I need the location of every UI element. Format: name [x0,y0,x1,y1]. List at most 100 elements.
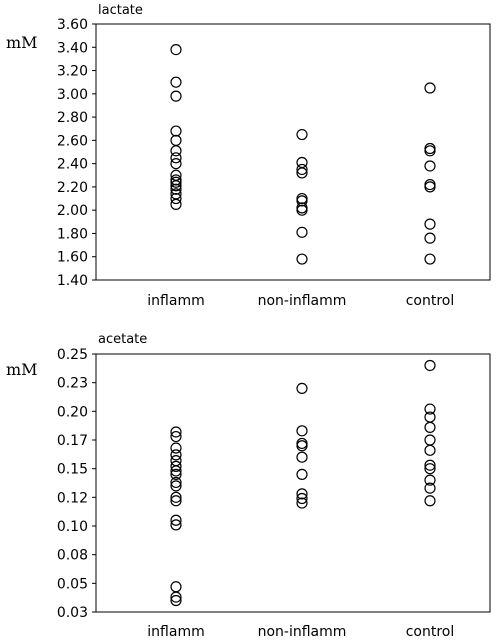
data-point [170,158,182,170]
data-point [170,519,182,531]
y-tick-label: 0.03 [57,605,88,621]
x-tick-labels: inflamm non-inflamm control [147,624,454,640]
data-point [170,43,182,56]
data-point [170,442,182,454]
y-tick-label: 3.40 [57,40,88,56]
x-tick-label: control [406,293,455,309]
y-axis-unit: mM [6,360,38,379]
y-tick-label: 2.60 [57,133,88,149]
y-tick-label: 2.00 [57,203,88,219]
panel-title: acetate [98,332,147,347]
data-point [424,253,436,265]
data-points [170,359,436,607]
data-point [424,482,436,494]
y-tick-label: 3.00 [57,87,88,103]
data-point [170,152,182,164]
data-point [170,460,182,472]
data-point [424,181,436,193]
plot-frame [95,353,491,613]
data-point [296,226,308,238]
y-axis-unit: mM [6,33,38,52]
data-point [170,591,182,603]
data-point [170,465,182,477]
data-point [424,82,436,94]
y-tick-label: 2.20 [57,180,88,196]
y-tick-label: 1.80 [57,226,88,242]
data-point [424,421,436,433]
data-point [170,134,182,146]
y-tick-label: 0.23 [57,376,88,392]
data-point [296,382,308,394]
y-tick-label: 0.05 [57,576,88,592]
plot-frame [95,23,491,281]
data-points [170,43,436,265]
data-point [170,468,182,480]
data-point [170,198,182,210]
lactate-panel: lactate mM 1.40 1.60 1.80 2.00 2.20 2.40 2.60 2… [6,3,491,309]
data-point [170,476,182,489]
data-point [170,594,182,607]
data-point [170,581,182,593]
data-point [296,204,308,216]
data-point [296,468,308,480]
data-point [424,403,436,415]
data-point [424,160,436,172]
data-point [170,176,182,188]
data-point [296,437,308,450]
data-point [424,178,436,191]
x-tick-label: non-inflamm [258,624,347,640]
data-point [296,192,308,205]
data-point [170,491,182,503]
y-tick-label: 0.10 [57,519,88,535]
data-point [170,183,182,195]
y-tick-label: 1.40 [57,273,88,289]
y-tick-label: 0.15 [57,462,88,478]
x-tick-label: non-inflamm [258,293,347,309]
data-point [296,195,308,207]
x-tick-label: inflamm [147,624,204,640]
y-tick-label: 0.25 [57,347,88,363]
data-point [296,425,308,437]
data-point [170,449,182,461]
data-point [424,434,436,446]
data-point [424,495,436,507]
y-tick-label: 2.80 [57,110,88,126]
y-tick-labels: 0.03 0.05 0.08 0.10 0.12 0.15 0.17 0.20 0.23 0.25 [57,347,96,621]
data-point [424,142,436,155]
data-point [296,497,308,509]
data-point [424,145,436,157]
y-tick-label: 1.60 [57,250,88,266]
data-point [424,218,436,230]
data-point [170,480,182,492]
data-point [296,163,308,176]
data-point [424,232,436,244]
data-point [170,455,182,467]
data-point [296,253,308,265]
acetate-panel: acetate mM 0.030.050.080.100.120.150.170… [6,332,491,640]
data-point [170,430,182,443]
data-point [424,444,436,456]
data-point [424,459,436,471]
y-tick-label: 0.17 [57,433,88,449]
y-tick-label: 3.20 [57,64,88,80]
panel-title: lactate [98,3,143,18]
data-point [170,426,182,438]
y-tick-label: 0.08 [57,548,88,564]
data-point [424,474,436,486]
data-point [296,128,308,141]
x-tick-label: inflamm [147,293,204,309]
data-point [296,492,308,505]
x-tick-label: control [406,624,455,640]
x-tick-labels: inflamm non-inflamm control [147,293,454,309]
y-tick-label: 3.60 [57,17,88,33]
data-point [170,495,182,507]
y-tick-label: 0.20 [57,404,88,420]
data-point [424,463,436,475]
data-point [170,514,182,526]
data-point [170,125,182,137]
data-point [424,359,436,372]
data-point [296,202,308,214]
data-point [296,167,308,179]
data-point [170,76,182,88]
